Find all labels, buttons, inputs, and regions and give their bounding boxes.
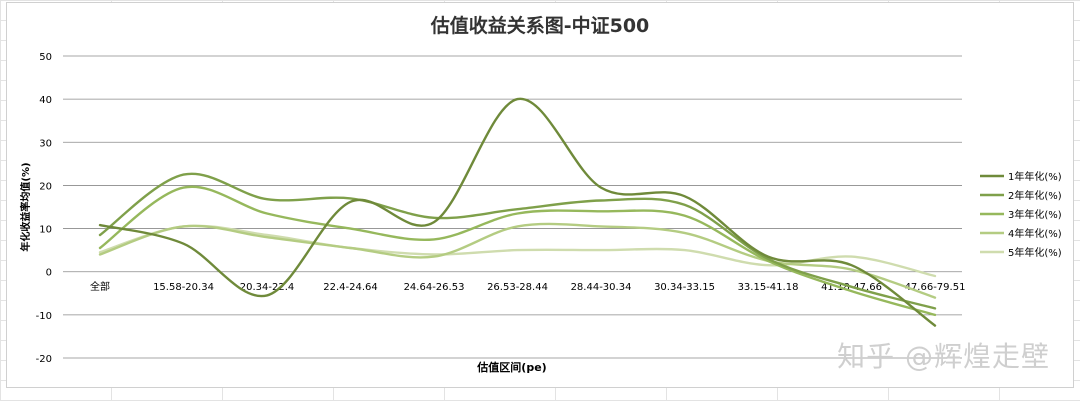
legend-label: 2年年化(%) bbox=[1008, 189, 1062, 202]
x-tick-label: 全部 bbox=[90, 280, 110, 293]
series-line-1 bbox=[98, 97, 937, 327]
series-line-5 bbox=[98, 224, 937, 278]
chart-area[interactable] bbox=[6, 2, 1074, 388]
x-tick-label: 22.4-24.64 bbox=[323, 282, 378, 293]
x-tick-label: 20.34-22.4 bbox=[240, 282, 295, 293]
x-tick-label: 24.64-26.53 bbox=[404, 282, 465, 293]
legend-label: 1年年化(%) bbox=[1008, 170, 1062, 183]
series-line-2 bbox=[98, 172, 937, 310]
y-tick-label: 0 bbox=[46, 268, 52, 279]
series-line-4 bbox=[98, 222, 937, 299]
y-tick-label: -20 bbox=[36, 354, 52, 365]
x-axis-label: 估值区间(pe) bbox=[476, 360, 546, 374]
x-tick-label: 30.34-33.15 bbox=[654, 282, 715, 293]
watermark: 知乎 @辉煌走壁 bbox=[837, 340, 1050, 373]
y-tick-label: 30 bbox=[39, 138, 52, 149]
legend-label: 5年年化(%) bbox=[1008, 246, 1062, 259]
x-tick-label: 28.44-30.34 bbox=[571, 282, 632, 293]
x-tick-label: 33.15-41.18 bbox=[738, 282, 799, 293]
legend-label: 4年年化(%) bbox=[1008, 227, 1062, 240]
y-axis-ticks: -20 -10 0 10 20 30 40 50 bbox=[36, 52, 52, 365]
series-lines bbox=[98, 97, 937, 327]
y-axis-label: 年化收益率均值(%) bbox=[19, 162, 32, 251]
legend[interactable]: 1年年化(%) 2年年化(%) 3年年化(%) 4年年化(%) 5年年化(%) bbox=[980, 170, 1062, 259]
legend-label: 3年年化(%) bbox=[1008, 208, 1062, 221]
series-line-3 bbox=[98, 185, 937, 317]
chart-title: 估值收益关系图-中证500 bbox=[430, 14, 650, 37]
y-tick-label: 50 bbox=[39, 52, 52, 63]
y-tick-label: -10 bbox=[36, 311, 52, 322]
x-tick-label: 26.53-28.44 bbox=[487, 282, 548, 293]
x-tick-label: 47.66-79.51 bbox=[905, 282, 966, 293]
y-tick-label: 40 bbox=[39, 95, 52, 106]
y-tick-label: 20 bbox=[39, 181, 52, 192]
y-tick-label: 10 bbox=[39, 225, 52, 236]
x-tick-label: 15.58-20.34 bbox=[153, 282, 214, 293]
